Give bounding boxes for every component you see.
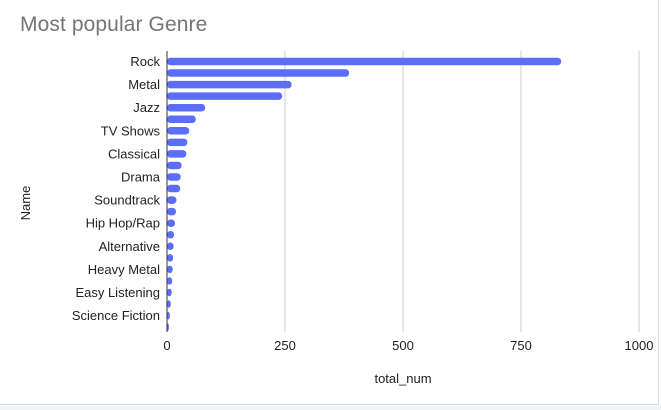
bar: [167, 196, 177, 204]
bar: [167, 173, 181, 181]
y-axis-title: Name: [18, 186, 33, 221]
bar: [167, 277, 173, 285]
bar: [167, 300, 171, 308]
bar: [167, 115, 196, 123]
y-tick-label: Classical: [108, 146, 160, 161]
bar: [167, 254, 174, 262]
bar: [167, 242, 174, 251]
bar: [167, 265, 173, 274]
bar: [167, 288, 172, 297]
bar: [167, 184, 181, 193]
bar: [167, 219, 176, 227]
bar: [167, 231, 175, 239]
bar: [167, 150, 187, 158]
x-tick-label: 0: [163, 338, 170, 353]
bar: [167, 127, 190, 135]
x-tick-label: 750: [510, 338, 532, 353]
bar: [167, 311, 170, 320]
y-tick-label: Heavy Metal: [88, 262, 160, 277]
y-tick-labels: Rock Metal Jazz TV Shows Classical Drama Sound…: [72, 54, 161, 323]
bar: [167, 138, 188, 147]
y-tick-label: Alternative: [99, 239, 160, 254]
bar: [167, 80, 292, 89]
bar: [167, 161, 182, 170]
bar: [167, 57, 562, 66]
x-tick-label: 500: [392, 338, 414, 353]
x-tick-labels: 0 250 500 750 1000: [163, 338, 653, 353]
chart-title: Most popular Genre: [20, 13, 208, 36]
y-tick-label: Soundtrack: [94, 193, 160, 208]
bars: [167, 57, 562, 331]
y-tick-label: Metal: [128, 77, 160, 92]
x-tick-label: 1000: [625, 338, 654, 353]
y-tick-label: Drama: [121, 170, 161, 185]
x-tick-label: 250: [274, 338, 296, 353]
bottom-strip: [0, 406, 661, 410]
y-tick-label: Easy Listening: [75, 285, 160, 300]
y-tick-label: Science Fiction: [72, 308, 160, 323]
bar: [167, 207, 176, 216]
bar: [167, 103, 206, 112]
bar: [167, 69, 350, 77]
bar: [167, 92, 283, 100]
y-tick-label: Jazz: [133, 100, 160, 115]
y-tick-label: Rock: [130, 54, 160, 69]
gridlines: [284, 51, 640, 332]
y-tick-label: Hip Hop/Rap: [86, 216, 160, 231]
x-axis-title: total_num: [374, 371, 431, 386]
y-tick-label: TV Shows: [101, 123, 161, 138]
